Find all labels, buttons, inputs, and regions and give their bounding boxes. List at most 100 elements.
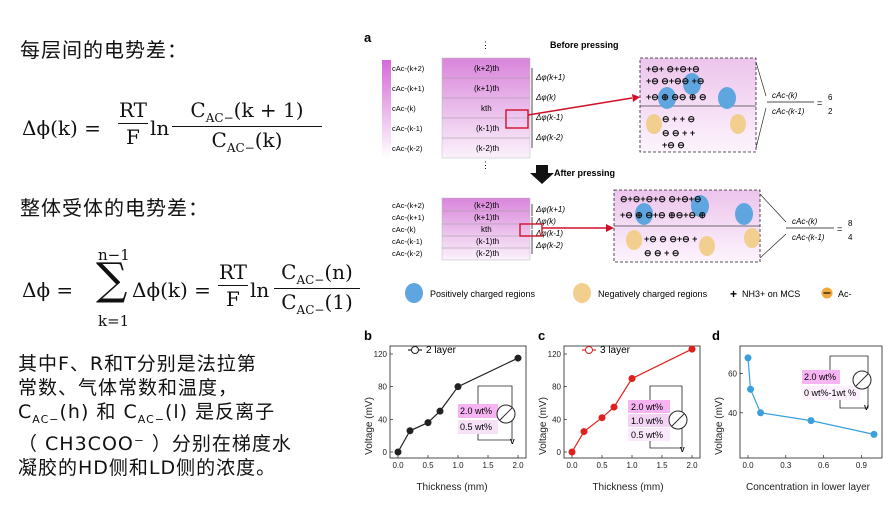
y-tick-label: 0 [557, 448, 562, 457]
para-line-3: CAC−(h) 和 CAC−(l) 是反离子 [18, 400, 348, 432]
ratio-b-rnum: 6 [828, 93, 833, 102]
eq1-num-tail: (k + 1) [233, 98, 304, 122]
svg-text:⊖+⊖+⊖+⊖ ⊖+⊖+⊖: ⊖+⊖+⊖+⊖ ⊖+⊖+⊖ [620, 194, 702, 204]
legend-pos-swatch [405, 283, 423, 303]
para-line-1: 其中F、R和T分别是法拉第 [18, 353, 257, 375]
para-line-4: （ CH3COO⁻ ）分别在梯度水 [18, 432, 292, 455]
b-box1-bg [458, 404, 498, 418]
phi-b-3: Δφ(k-2) [535, 133, 563, 142]
panel-b-letter: b [364, 328, 372, 343]
eq2-num-c: C [281, 260, 297, 284]
svg-text:⊖ + + ⊖: ⊖ + + ⊖ [662, 114, 695, 124]
data-point [424, 419, 432, 427]
eq2-den-sub: AC− [296, 303, 325, 317]
c-box1-bg [628, 400, 670, 413]
b-box2-bg [458, 420, 498, 434]
para-tail: (l) 是反离子 [164, 401, 276, 423]
d-box1: 2.0 wt% [804, 372, 836, 382]
x-tick-label: 1.5 [482, 461, 494, 470]
chart-d: d 0.0 0.3 0.6 0.9 40 60 Voltage (mV) Concentr… [712, 328, 883, 493]
sum-symbol: ∑ [96, 254, 128, 305]
legend-ac: Ac- [838, 289, 852, 299]
c-box2: 1.0 wt% [631, 416, 663, 426]
ratio-a-eq: = [837, 224, 842, 234]
eq2-num-tail: (n) [324, 260, 353, 284]
y-tick-label: 40 [378, 415, 387, 424]
c-label-a-1: cAc-(k+1) [392, 213, 425, 222]
dots-bottom-1: ⋮ [481, 160, 490, 170]
eq2-den-c: C [281, 290, 297, 314]
data-point [454, 383, 462, 391]
chart-b: b 0.0 0.5 1.0 1.5 2.0 0 40 80 120 Voltage (mV) T… [364, 328, 527, 493]
legend-neg-swatch [573, 283, 591, 303]
zoom-box-before [505, 109, 529, 129]
after-stack: (k+2)th (k+1)th kth (k-1)th (k-2)th cAc-… [392, 197, 614, 261]
b-box2: 0.5 wt% [460, 422, 492, 432]
b-legend-marker [411, 346, 419, 354]
para-mid: (h) 和 C [59, 401, 138, 423]
series-line [397, 357, 519, 453]
layer-a-kplus1: (k+1)th [474, 213, 499, 222]
c-label-b-3: cAc-(k-1) [392, 124, 423, 133]
para-c1-sub: AC− [32, 412, 60, 426]
x-tick-label: 1.0 [626, 461, 638, 470]
panel-a-letter: a [364, 30, 372, 45]
phi-a-3: Δφ(k-2) [535, 241, 563, 250]
para-line-5: 凝胶的HD侧和LD侧的浓度。 [18, 456, 277, 479]
phi-b-2: Δφ(k-1) [535, 113, 563, 122]
data-point [598, 414, 606, 422]
x-tick-label: 0.5 [422, 461, 434, 470]
eq2-mid: Δϕ(k) = [132, 278, 211, 302]
legend-neg: Negatively charged regions [598, 289, 708, 299]
svg-text:+⊖ ⊖ ⊖+⊖ +: +⊖ ⊖ ⊖+⊖ + [644, 234, 697, 244]
eq2-sum-top: n−1 [98, 246, 130, 264]
equation-layer: Δϕ(k) = RT F ln CAC−(k + 1) CAC−(k) [22, 96, 322, 166]
eq1-den-f: F [126, 125, 140, 149]
data-point [744, 354, 752, 362]
ratio-a-rnum: 8 [848, 219, 853, 228]
ratio-b-num: cAc-(k) [772, 91, 798, 100]
equation-total: Δϕ = n−1 ∑ k=1 Δϕ(k) = RT F ln CAC−(n) C… [22, 246, 362, 336]
before-title: Before pressing [550, 40, 619, 50]
b-box1: 2.0 wt% [460, 406, 492, 416]
layer-a-kminus2: (k-2)th [476, 249, 499, 258]
phi-a-0: Δφ(k+1) [535, 205, 565, 214]
c-label-b-1: cAc-(k+1) [392, 84, 425, 93]
layer-b-kminus1: (k-1)th [476, 124, 499, 133]
c-legend: 3 layer [600, 345, 631, 356]
x-tick-label: 2.0 [512, 461, 524, 470]
eq2-den-f: F [226, 287, 240, 311]
c-label-b-0: cAc-(k+2) [392, 64, 425, 73]
panel-a-diagram: a Before pressing After pressing ⋮ (k+2)… [364, 30, 853, 303]
heading-layer-potential: 每层间的电势差： [20, 38, 188, 62]
svg-text:+⊖ ⊕ ⊖⊖ ⊕ ⊖: +⊖ ⊕ ⊖⊖ ⊕ ⊖ [646, 92, 707, 102]
c-box3: 0.5 wt% [631, 430, 663, 440]
layer-b-kplus1: (k+1)th [474, 84, 499, 93]
after-title: After pressing [554, 168, 615, 178]
c-label-a-2: cAc-(k) [392, 225, 416, 234]
para-c1: C [18, 401, 33, 423]
b-ylabel: Voltage (mV) [364, 397, 375, 455]
svg-text:+⊖ ⊕ ⊖+⊖ ⊕⊖+⊖ ⊕: +⊖ ⊕ ⊖+⊖ ⊕⊖+⊖ ⊕ [620, 210, 706, 220]
heading-total-potential: 整体受体的电势差： [20, 196, 209, 220]
eq1-den-c: C [211, 128, 227, 152]
zoom-box-after [519, 223, 543, 237]
phi-a-1: Δφ(k) [535, 217, 556, 226]
data-point [747, 385, 755, 393]
y-tick-label: 0 [383, 448, 388, 457]
d-v: V [864, 405, 869, 412]
data-point [628, 375, 636, 382]
c-box1: 2.0 wt% [631, 402, 663, 412]
svg-text:+⊖+ ⊖+⊖+⊖: +⊖+ ⊖+⊖+⊖ [646, 64, 700, 74]
gradient-bar [382, 60, 391, 158]
data-point [580, 428, 588, 436]
c-ylabel: Voltage (mV) [538, 397, 549, 455]
b-xlabel: Thickness (mm) [416, 482, 487, 493]
zoom-after: ⊖+⊖+⊖+⊖ ⊖+⊖+⊖ +⊖ ⊕ ⊖+⊖ ⊕⊖+⊖ ⊕ +⊖ ⊖ ⊖+⊖ +… [613, 189, 761, 263]
c-xlabel: Thickness (mm) [592, 482, 663, 493]
y-tick-label: 80 [378, 383, 387, 392]
ratio-a-den: cAc-(k-1) [792, 233, 825, 242]
data-point [807, 417, 815, 425]
zoom-before: +⊖+ ⊖+⊖+⊖ +⊖ ⊖+⊖⊖ +⊖ +⊖ ⊕ ⊖⊖ ⊕ ⊖ ⊖ + + ⊖… [639, 57, 757, 153]
x-tick-label: 1.5 [656, 461, 668, 470]
